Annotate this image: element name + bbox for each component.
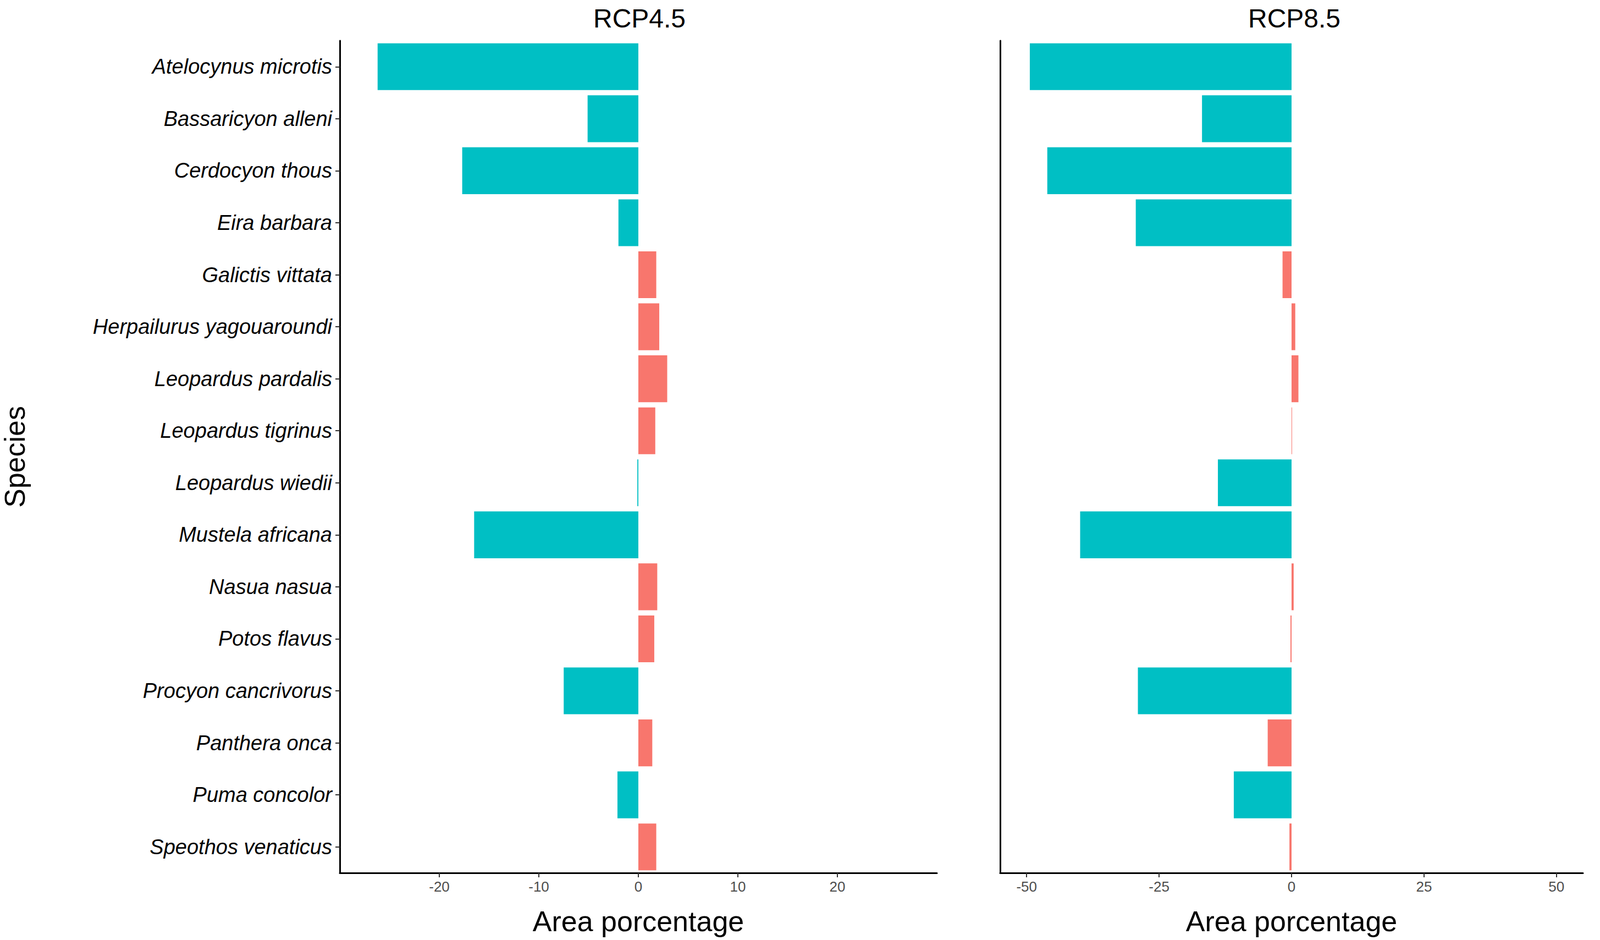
svg-text:Puma concolor: Puma concolor bbox=[192, 782, 334, 807]
svg-text:Mustela africana: Mustela africana bbox=[178, 522, 333, 546]
svg-text:Area porcentage: Area porcentage bbox=[532, 905, 745, 937]
svg-text:Panthera onca: Panthera onca bbox=[196, 731, 333, 755]
svg-text:Bassaricyon alleni: Bassaricyon alleni bbox=[163, 107, 334, 131]
svg-text:RCP4.5: RCP4.5 bbox=[593, 3, 686, 33]
svg-text:-10: -10 bbox=[528, 878, 550, 895]
svg-text:-50: -50 bbox=[1016, 878, 1037, 895]
svg-text:0: 0 bbox=[1287, 878, 1296, 895]
svg-text:Speothos venaticus: Speothos venaticus bbox=[149, 835, 333, 859]
svg-text:RCP8.5: RCP8.5 bbox=[1248, 3, 1341, 33]
svg-text:Area porcentage: Area porcentage bbox=[1185, 905, 1398, 937]
svg-text:20: 20 bbox=[829, 878, 846, 895]
svg-text:-20: -20 bbox=[428, 878, 450, 895]
svg-text:10: 10 bbox=[730, 878, 747, 895]
svg-text:Galictis vittata: Galictis vittata bbox=[201, 263, 333, 287]
svg-text:Atelocynus microtis: Atelocynus microtis bbox=[151, 54, 333, 79]
svg-text:Eira barbara: Eira barbara bbox=[217, 211, 333, 235]
svg-text:0: 0 bbox=[634, 878, 643, 895]
svg-text:Leopardus tigrinus: Leopardus tigrinus bbox=[160, 418, 333, 443]
svg-text:-25: -25 bbox=[1148, 878, 1170, 895]
svg-text:Leopardus wiedii: Leopardus wiedii bbox=[175, 471, 334, 495]
svg-text:Procyon cancrivorus: Procyon cancrivorus bbox=[142, 679, 333, 703]
svg-text:Cerdocyon thous: Cerdocyon thous bbox=[174, 158, 333, 182]
svg-text:50: 50 bbox=[1548, 878, 1565, 895]
svg-text:Species: Species bbox=[0, 405, 31, 508]
svg-text:Leopardus pardalis: Leopardus pardalis bbox=[154, 367, 333, 391]
svg-text:Potos flavus: Potos flavus bbox=[218, 626, 333, 650]
svg-text:Nasua nasua: Nasua nasua bbox=[208, 575, 333, 599]
svg-text:Herpailurus yagouaroundi: Herpailurus yagouaroundi bbox=[92, 315, 334, 339]
svg-text:25: 25 bbox=[1415, 878, 1432, 895]
